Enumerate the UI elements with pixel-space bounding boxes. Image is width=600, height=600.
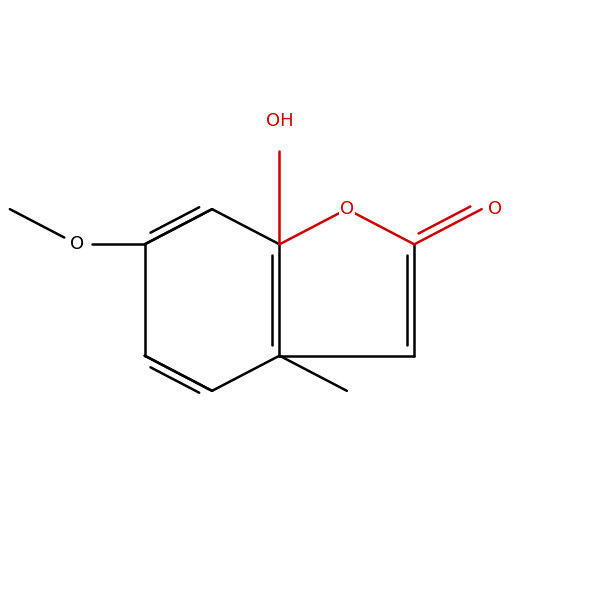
- Text: O: O: [340, 200, 354, 218]
- Text: O: O: [488, 200, 502, 218]
- Text: O: O: [70, 235, 85, 253]
- Text: OH: OH: [266, 112, 293, 130]
